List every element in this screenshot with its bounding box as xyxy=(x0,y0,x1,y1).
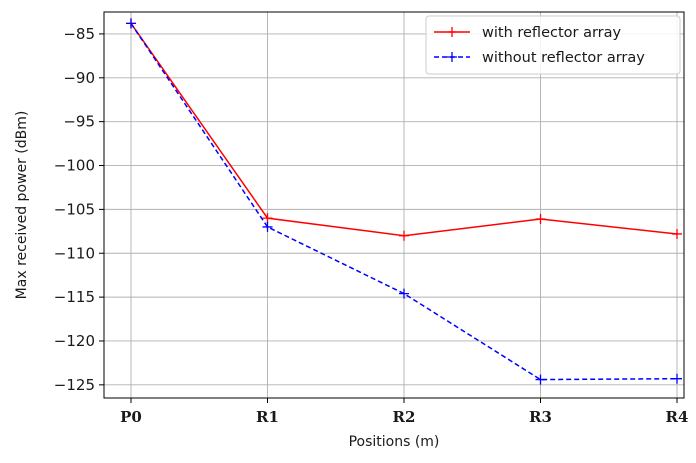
data-point-marker xyxy=(262,221,273,232)
data-point-marker xyxy=(126,18,136,29)
y-tick-label: −120 xyxy=(54,332,95,350)
data-point-marker xyxy=(262,213,273,224)
x-axis-label: Positions (m) xyxy=(349,434,440,450)
data-point-marker xyxy=(672,373,682,384)
data-point-marker xyxy=(399,230,409,241)
legend-label-without-reflector: without reflector array xyxy=(482,50,645,66)
legend-marker-without-reflector xyxy=(447,52,457,62)
legend-marker-with-reflector xyxy=(447,27,457,37)
legend-entry-with-reflector: with reflector array xyxy=(434,25,622,41)
y-tick-label: −105 xyxy=(54,200,95,218)
series-without-reflector xyxy=(126,18,682,385)
legend-label-with-reflector: with reflector array xyxy=(482,25,622,41)
legend-entry-without-reflector: without reflector array xyxy=(434,50,645,66)
x-tick-label: R2 xyxy=(393,408,416,426)
series-group xyxy=(126,18,682,385)
y-tick-label: −95 xyxy=(63,113,95,131)
y-tick-label: −85 xyxy=(63,25,95,43)
data-point-marker xyxy=(672,228,682,239)
ticks: −85 −90 −95 −100 −105 −110 −115 −120 −125 P0 R1 R2 R… xyxy=(54,25,689,426)
grid xyxy=(104,12,684,398)
x-tick-label: R4 xyxy=(666,408,689,426)
x-tick-label: R1 xyxy=(256,408,279,426)
data-point-marker xyxy=(535,214,546,225)
plot-frame xyxy=(103,11,685,399)
y-tick-label: −125 xyxy=(54,376,95,394)
legend-box xyxy=(425,15,681,75)
x-tick-label: R3 xyxy=(529,408,552,426)
y-axis-label: Max received power (dBm) xyxy=(14,111,30,300)
legend: with reflector array without reflector a… xyxy=(425,15,681,75)
y-tick-label: −110 xyxy=(54,244,95,262)
y-tick-label: −90 xyxy=(63,69,95,87)
data-point-marker xyxy=(399,288,409,299)
data-point-marker xyxy=(535,374,546,385)
x-tick-label: P0 xyxy=(120,408,142,426)
y-tick-label: −115 xyxy=(54,288,95,306)
y-tick-label: −100 xyxy=(54,157,95,175)
